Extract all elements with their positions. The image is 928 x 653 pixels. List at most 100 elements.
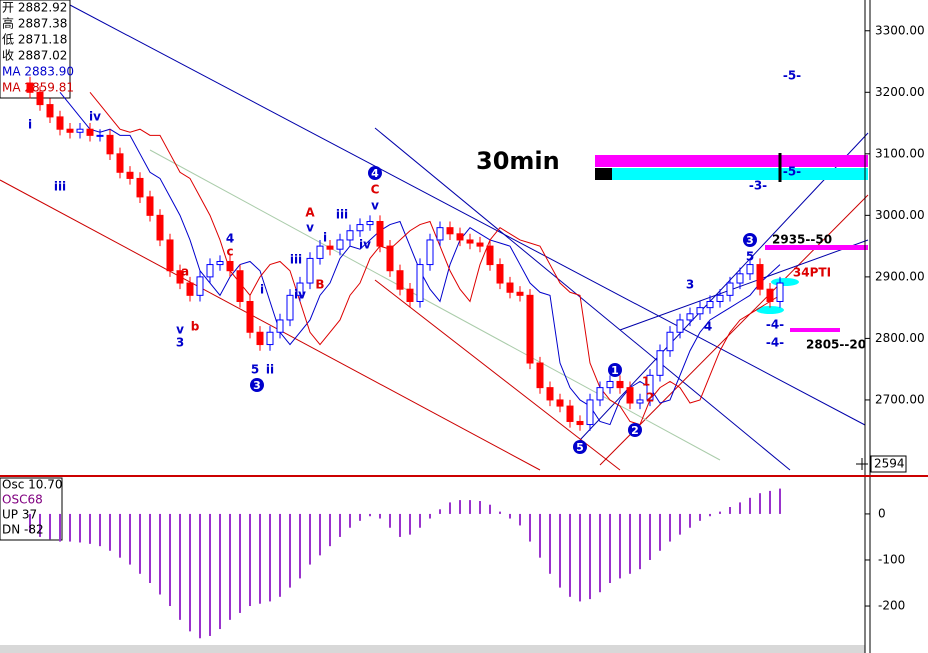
candle-body bbox=[466, 239, 474, 244]
candle-body bbox=[516, 291, 524, 296]
candle-body bbox=[636, 399, 644, 404]
candle-body bbox=[586, 399, 594, 426]
info-text: 开 2882.92 bbox=[2, 1, 67, 15]
scroll-strip bbox=[0, 645, 865, 653]
candle-body bbox=[646, 374, 654, 401]
wave-label: C bbox=[371, 183, 380, 197]
wave-label: -5- bbox=[783, 165, 801, 179]
info-box bbox=[0, 0, 71, 99]
osc-text: UP 37 bbox=[2, 508, 37, 522]
wave-label: v bbox=[176, 323, 184, 337]
osc-tick-label: -200 bbox=[878, 599, 905, 613]
candle-body bbox=[56, 116, 64, 130]
info-text: 高 2887.38 bbox=[2, 16, 67, 31]
wave-label: 5 bbox=[746, 250, 754, 264]
candle-body bbox=[606, 380, 614, 389]
wave-label: -4- bbox=[766, 318, 784, 332]
info: 开 2882.92高 2887.38 低 2871.18 收 2887.02 MA 2… bbox=[2, 1, 74, 95]
info-text: MA 2883.90 bbox=[2, 65, 74, 79]
info-text: MA 2859.81 bbox=[2, 81, 74, 95]
wave-label: A bbox=[305, 206, 315, 220]
candle-body bbox=[66, 128, 74, 133]
candle-body bbox=[206, 264, 214, 278]
trend-line bbox=[374, 279, 621, 471]
wave-label: a bbox=[181, 265, 189, 279]
wave-label: i bbox=[28, 118, 32, 132]
info-text: 低 2871.18 bbox=[2, 33, 67, 47]
wave-label: v bbox=[306, 221, 314, 235]
wave-label: i bbox=[260, 283, 264, 297]
candle-body bbox=[246, 300, 254, 333]
wave-label: 2 bbox=[646, 391, 654, 405]
target-zone bbox=[790, 328, 840, 332]
candle-body bbox=[436, 227, 444, 241]
candle-body bbox=[666, 331, 674, 352]
candle-body bbox=[596, 387, 604, 401]
candle-body bbox=[526, 294, 534, 364]
candle-body bbox=[176, 270, 184, 284]
trend-line bbox=[69, 4, 866, 426]
cursor-label: 2594 bbox=[874, 457, 905, 471]
wave-label: b bbox=[191, 320, 200, 334]
candle-body bbox=[166, 239, 174, 272]
osc-tick-label: 0 bbox=[878, 506, 886, 520]
wave-circle bbox=[608, 363, 622, 377]
wave-label: iv bbox=[359, 238, 371, 252]
candle-body bbox=[546, 387, 554, 401]
wave-label: 3 bbox=[176, 336, 184, 350]
candle-body bbox=[736, 273, 744, 284]
target-zone bbox=[612, 168, 868, 180]
candle-body bbox=[496, 264, 504, 284]
wave-label: 4 bbox=[704, 320, 712, 334]
osc-text: DN -82 bbox=[2, 523, 44, 537]
candle-body bbox=[136, 177, 144, 198]
wave-label: B bbox=[315, 278, 324, 292]
trend-line bbox=[149, 149, 721, 461]
wave-label: 2935--50 bbox=[772, 233, 832, 247]
wave-label: -5- bbox=[783, 69, 801, 83]
target-zone bbox=[595, 155, 868, 167]
wave-label: i bbox=[323, 231, 327, 245]
candle-body bbox=[656, 350, 664, 376]
candle-body bbox=[536, 362, 544, 389]
wave-label: 34PTI bbox=[793, 266, 831, 280]
candle-body bbox=[626, 387, 634, 404]
trend-line bbox=[599, 194, 869, 466]
candle-body bbox=[126, 171, 134, 179]
candle-body bbox=[446, 227, 454, 235]
y-tick-label: 2900.00 bbox=[875, 269, 925, 283]
wave-label: 1 bbox=[642, 375, 650, 389]
candle-body bbox=[266, 331, 274, 346]
candle-body bbox=[226, 260, 234, 272]
candle-body bbox=[726, 282, 734, 296]
candle-body bbox=[366, 221, 374, 226]
osc-text: Osc 10.70 bbox=[2, 478, 62, 492]
candle-body bbox=[686, 313, 694, 321]
wave-label: iii bbox=[54, 180, 66, 194]
wave-label: 5 bbox=[251, 363, 259, 377]
candle-body bbox=[486, 245, 494, 266]
trend-line bbox=[619, 239, 869, 331]
wave-label: 2 bbox=[631, 424, 639, 437]
target-oval bbox=[756, 306, 784, 314]
osc-text: OSC68 bbox=[2, 493, 43, 507]
candle-body bbox=[576, 420, 584, 426]
candle-body bbox=[36, 91, 44, 106]
candle-body bbox=[746, 264, 754, 275]
candle-body bbox=[426, 239, 434, 266]
y-tick-label: 3100.00 bbox=[875, 146, 925, 160]
wave-circle bbox=[743, 233, 757, 247]
wave-label: 3 bbox=[746, 234, 754, 247]
candle-body bbox=[156, 214, 164, 241]
wave-circle bbox=[250, 378, 264, 392]
candle-body bbox=[186, 282, 194, 296]
wave-label: 3 bbox=[686, 278, 694, 292]
candle-body bbox=[146, 196, 154, 216]
wave-label: v bbox=[371, 199, 379, 213]
wave-label: 3 bbox=[253, 379, 261, 392]
candle-body bbox=[106, 134, 114, 155]
candle-body bbox=[76, 128, 84, 133]
candle-body bbox=[616, 380, 624, 389]
